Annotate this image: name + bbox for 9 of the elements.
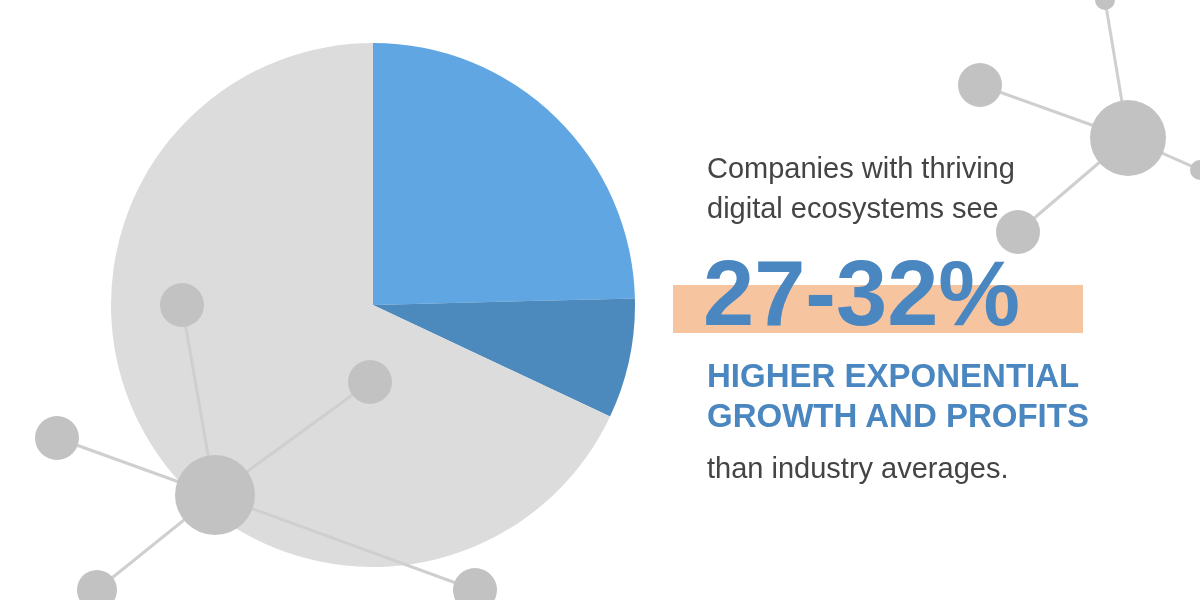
text: GROWTH AND PROFITS bbox=[707, 397, 1089, 434]
text: HIGHER EXPONENTIAL bbox=[707, 357, 1080, 394]
text: digital ecosystems see bbox=[707, 192, 999, 224]
pie-slice bbox=[373, 43, 635, 305]
text: 27-32% bbox=[703, 242, 1021, 344]
text: Companies with thriving bbox=[707, 152, 1015, 184]
text: than industry averages. bbox=[707, 452, 1009, 484]
pie-slice bbox=[111, 43, 611, 567]
pie-slice bbox=[373, 298, 635, 417]
